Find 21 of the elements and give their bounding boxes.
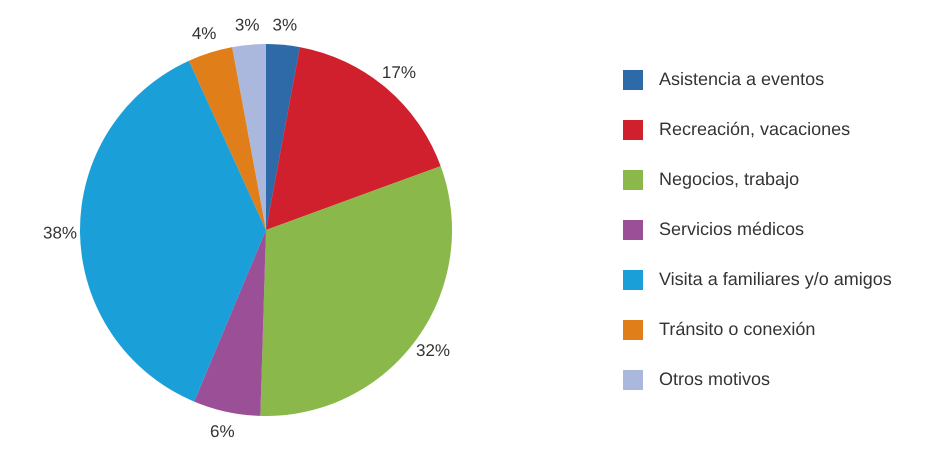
data-label: 4% xyxy=(192,24,216,44)
legend-label: Tránsito o conexión xyxy=(659,319,816,340)
legend-label: Recreación, vacaciones xyxy=(659,119,850,140)
pie-slice xyxy=(266,44,300,230)
data-label: 32% xyxy=(416,341,450,360)
pie-slice xyxy=(266,47,441,230)
legend-label: Asistencia a eventos xyxy=(659,69,824,90)
legend-label: Otros motivos xyxy=(659,369,770,390)
pie-slice xyxy=(188,47,266,230)
data-label: 6% xyxy=(210,422,235,441)
data-label: 3% xyxy=(272,15,298,34)
legend-label: Visita a familiares y/o amigos xyxy=(659,269,892,290)
pie-slice xyxy=(80,60,266,402)
pie-slice xyxy=(194,230,266,416)
data-label: 17% xyxy=(382,63,416,82)
legend-label: Servicios médicos xyxy=(659,219,804,240)
pie-slice xyxy=(260,166,452,416)
data-label: 3% xyxy=(234,15,260,34)
pie-slice xyxy=(232,44,266,230)
legend-label: Negocios, trabajo xyxy=(659,169,800,190)
data-label: 38% xyxy=(43,224,78,243)
